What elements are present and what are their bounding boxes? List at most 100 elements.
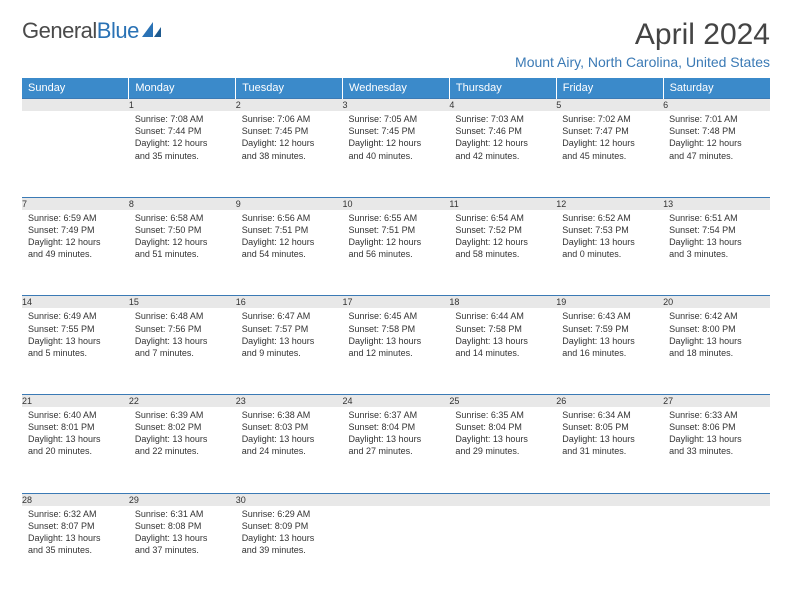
sunrise-line: Sunrise: 6:40 AM — [28, 409, 123, 421]
sunset-line: Sunset: 7:47 PM — [562, 125, 657, 137]
daylight-line: and 45 minutes. — [562, 150, 657, 162]
daylight-line: and 27 minutes. — [349, 445, 444, 457]
sunset-line: Sunset: 7:52 PM — [455, 224, 550, 236]
daylight-line: Daylight: 13 hours — [242, 433, 337, 445]
sunrise-line: Sunrise: 6:52 AM — [562, 212, 657, 224]
day-cell: Sunrise: 6:31 AMSunset: 8:08 PMDaylight:… — [129, 506, 236, 592]
day-number — [449, 493, 556, 506]
sunset-line: Sunset: 7:54 PM — [669, 224, 764, 236]
daylight-line: Daylight: 13 hours — [135, 532, 230, 544]
daylight-line: and 40 minutes. — [349, 150, 444, 162]
sunrise-line: Sunrise: 6:51 AM — [669, 212, 764, 224]
day-cell: Sunrise: 6:38 AMSunset: 8:03 PMDaylight:… — [236, 407, 343, 493]
sunset-line: Sunset: 7:58 PM — [349, 323, 444, 335]
daylight-line: Daylight: 13 hours — [669, 433, 764, 445]
day-cell: Sunrise: 6:43 AMSunset: 7:59 PMDaylight:… — [556, 308, 663, 394]
weekday-header: Wednesday — [343, 78, 450, 99]
daylight-line: and 31 minutes. — [562, 445, 657, 457]
day-number: 19 — [556, 296, 663, 309]
daylight-line: and 47 minutes. — [669, 150, 764, 162]
daylight-line: and 38 minutes. — [242, 150, 337, 162]
day-cell: Sunrise: 7:02 AMSunset: 7:47 PMDaylight:… — [556, 111, 663, 197]
day-number: 30 — [236, 493, 343, 506]
daylight-line: Daylight: 12 hours — [349, 236, 444, 248]
daylight-line: Daylight: 13 hours — [669, 335, 764, 347]
daylight-line: Daylight: 12 hours — [455, 137, 550, 149]
daylight-line: and 7 minutes. — [135, 347, 230, 359]
day-number: 23 — [236, 394, 343, 407]
sunrise-line: Sunrise: 6:38 AM — [242, 409, 337, 421]
day-cell: Sunrise: 6:58 AMSunset: 7:50 PMDaylight:… — [129, 210, 236, 296]
daynum-row: 14151617181920 — [22, 296, 770, 309]
daylight-line: Daylight: 12 hours — [562, 137, 657, 149]
day-number: 2 — [236, 99, 343, 112]
sunrise-line: Sunrise: 6:56 AM — [242, 212, 337, 224]
day-cell: Sunrise: 6:34 AMSunset: 8:05 PMDaylight:… — [556, 407, 663, 493]
sunset-line: Sunset: 8:04 PM — [349, 421, 444, 433]
daylight-line: Daylight: 13 hours — [455, 433, 550, 445]
sunrise-line: Sunrise: 7:05 AM — [349, 113, 444, 125]
day-cell: Sunrise: 6:49 AMSunset: 7:55 PMDaylight:… — [22, 308, 129, 394]
sunset-line: Sunset: 8:01 PM — [28, 421, 123, 433]
daylight-line: Daylight: 13 hours — [562, 335, 657, 347]
sunrise-line: Sunrise: 6:32 AM — [28, 508, 123, 520]
day-cell: Sunrise: 6:29 AMSunset: 8:09 PMDaylight:… — [236, 506, 343, 592]
sunrise-line: Sunrise: 7:02 AM — [562, 113, 657, 125]
daylight-line: Daylight: 13 hours — [562, 433, 657, 445]
day-cell: Sunrise: 7:05 AMSunset: 7:45 PMDaylight:… — [343, 111, 450, 197]
day-number: 16 — [236, 296, 343, 309]
day-number: 11 — [449, 197, 556, 210]
daylight-line: Daylight: 13 hours — [349, 433, 444, 445]
sunrise-line: Sunrise: 7:06 AM — [242, 113, 337, 125]
day-number: 25 — [449, 394, 556, 407]
day-cell: Sunrise: 6:42 AMSunset: 8:00 PMDaylight:… — [663, 308, 770, 394]
day-cell: Sunrise: 6:51 AMSunset: 7:54 PMDaylight:… — [663, 210, 770, 296]
daylight-line: Daylight: 13 hours — [669, 236, 764, 248]
sunset-line: Sunset: 8:09 PM — [242, 520, 337, 532]
sunrise-line: Sunrise: 7:03 AM — [455, 113, 550, 125]
daylight-line: Daylight: 13 hours — [135, 433, 230, 445]
sunset-line: Sunset: 7:49 PM — [28, 224, 123, 236]
calendar-table: SundayMondayTuesdayWednesdayThursdayFrid… — [22, 78, 770, 592]
title-block: April 2024 Mount Airy, North Carolina, U… — [515, 18, 770, 70]
daylight-line: Daylight: 12 hours — [242, 236, 337, 248]
day-cell — [556, 506, 663, 592]
day-number — [22, 99, 129, 112]
daylight-line: and 0 minutes. — [562, 248, 657, 260]
daylight-line: and 49 minutes. — [28, 248, 123, 260]
daylight-line: and 18 minutes. — [669, 347, 764, 359]
day-cell: Sunrise: 7:08 AMSunset: 7:44 PMDaylight:… — [129, 111, 236, 197]
day-number: 3 — [343, 99, 450, 112]
daylight-line: and 39 minutes. — [242, 544, 337, 556]
sunset-line: Sunset: 8:03 PM — [242, 421, 337, 433]
sunrise-line: Sunrise: 6:47 AM — [242, 310, 337, 322]
day-number: 8 — [129, 197, 236, 210]
day-cell: Sunrise: 6:45 AMSunset: 7:58 PMDaylight:… — [343, 308, 450, 394]
daylight-line: and 51 minutes. — [135, 248, 230, 260]
sunset-line: Sunset: 8:02 PM — [135, 421, 230, 433]
sunrise-line: Sunrise: 6:33 AM — [669, 409, 764, 421]
brand-part2: Blue — [97, 18, 139, 44]
day-number: 9 — [236, 197, 343, 210]
daylight-line: and 37 minutes. — [135, 544, 230, 556]
day-number: 12 — [556, 197, 663, 210]
daylight-line: and 3 minutes. — [669, 248, 764, 260]
day-cell: Sunrise: 6:39 AMSunset: 8:02 PMDaylight:… — [129, 407, 236, 493]
day-cell: Sunrise: 6:52 AMSunset: 7:53 PMDaylight:… — [556, 210, 663, 296]
day-cell: Sunrise: 6:35 AMSunset: 8:04 PMDaylight:… — [449, 407, 556, 493]
day-cell: Sunrise: 6:44 AMSunset: 7:58 PMDaylight:… — [449, 308, 556, 394]
day-cell: Sunrise: 7:06 AMSunset: 7:45 PMDaylight:… — [236, 111, 343, 197]
sunrise-line: Sunrise: 6:37 AM — [349, 409, 444, 421]
sunrise-line: Sunrise: 6:43 AM — [562, 310, 657, 322]
sunrise-line: Sunrise: 7:01 AM — [669, 113, 764, 125]
page-header: GeneralBlue April 2024 Mount Airy, North… — [22, 18, 770, 70]
day-cell: Sunrise: 6:32 AMSunset: 8:07 PMDaylight:… — [22, 506, 129, 592]
daylight-line: Daylight: 13 hours — [28, 433, 123, 445]
daylight-line: and 29 minutes. — [455, 445, 550, 457]
day-cell: Sunrise: 6:56 AMSunset: 7:51 PMDaylight:… — [236, 210, 343, 296]
sunset-line: Sunset: 7:46 PM — [455, 125, 550, 137]
daynum-row: 123456 — [22, 99, 770, 112]
sunset-line: Sunset: 7:51 PM — [242, 224, 337, 236]
daylight-line: Daylight: 12 hours — [242, 137, 337, 149]
daylight-line: Daylight: 13 hours — [242, 335, 337, 347]
